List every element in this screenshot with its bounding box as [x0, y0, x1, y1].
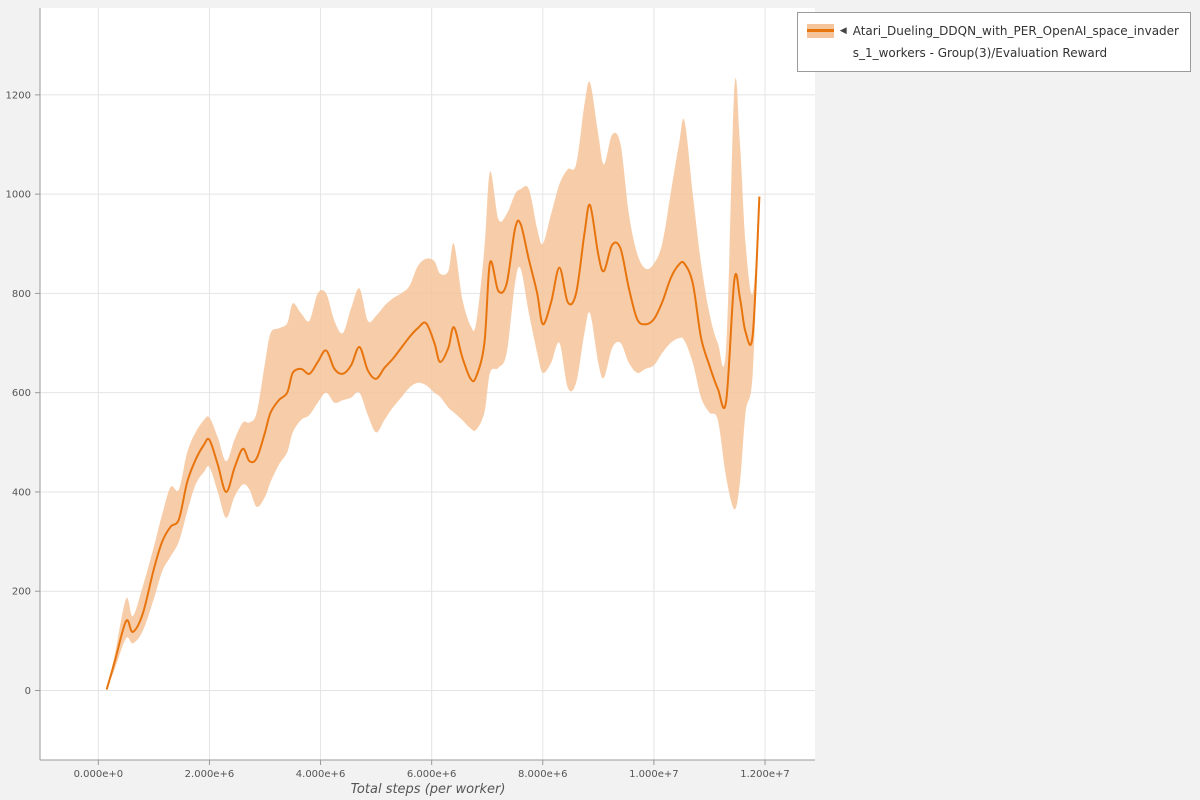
x-axis-title: Total steps (per worker) [350, 782, 506, 797]
y-tick-label: 0 [25, 686, 31, 697]
x-tick-label: 8.000e+6 [518, 769, 568, 780]
x-tick-label: 2.000e+6 [185, 769, 235, 780]
legend-swatch-line [806, 29, 834, 32]
y-tick-label: 400 [12, 487, 31, 498]
legend-label-line2: s_1_workers - Group(3)/Evaluation Reward [852, 46, 1108, 60]
x-tick-label: 0.000e+0 [74, 769, 124, 780]
legend-swatch-band [806, 24, 834, 38]
y-tick-label: 600 [12, 388, 31, 399]
x-tick-label: 6.000e+6 [407, 769, 457, 780]
x-tick-label: 4.000e+6 [296, 769, 346, 780]
legend-label: Atari_Dueling_DDQN_with_PER_OpenAI_space… [853, 20, 1179, 64]
mean-line [105, 196, 761, 690]
y-tick-label: 200 [12, 587, 31, 598]
legend-label-line1: Atari_Dueling_DDQN_with_PER_OpenAI_space… [852, 24, 1179, 38]
confidence-band [106, 77, 760, 690]
legend[interactable]: ◀ Atari_Dueling_DDQN_with_PER_OpenAI_spa… [796, 12, 1191, 72]
y-tick-label: 800 [12, 289, 31, 300]
x-tick-label: 1.000e+7 [629, 769, 679, 780]
x-tick-label: 1.200e+7 [740, 769, 790, 780]
y-tick-label: 1200 [6, 90, 31, 101]
y-tick-label: 1000 [6, 190, 31, 201]
legend-collapse-icon[interactable]: ◀ [839, 26, 847, 36]
